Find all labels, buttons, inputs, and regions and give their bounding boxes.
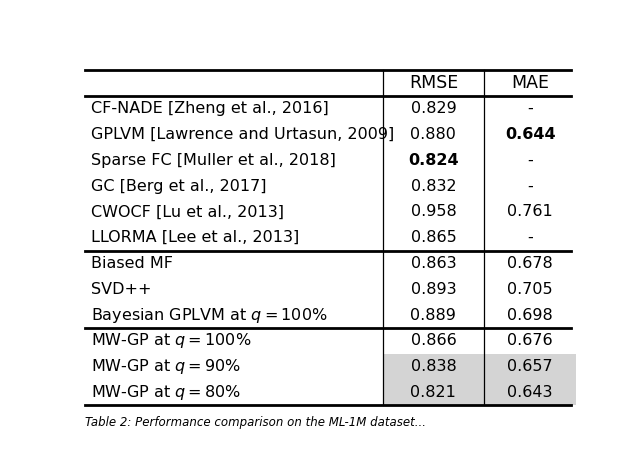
Text: SVD++: SVD++ — [91, 282, 152, 297]
Text: 0.889: 0.889 — [410, 307, 456, 323]
Text: 0.698: 0.698 — [508, 307, 553, 323]
Text: 0.880: 0.880 — [410, 127, 456, 142]
Text: CF-NADE [Zheng et al., 2016]: CF-NADE [Zheng et al., 2016] — [91, 101, 329, 116]
Text: MW-GP at $q = 100\%$: MW-GP at $q = 100\%$ — [91, 331, 252, 350]
Text: 0.866: 0.866 — [410, 333, 456, 348]
Text: -: - — [527, 179, 533, 193]
Text: 0.958: 0.958 — [410, 205, 456, 219]
Text: 0.761: 0.761 — [508, 205, 553, 219]
Text: MW-GP at $q = 90\%$: MW-GP at $q = 90\%$ — [91, 357, 241, 376]
Text: CWOCF [Lu et al., 2013]: CWOCF [Lu et al., 2013] — [91, 205, 284, 219]
Text: 0.676: 0.676 — [508, 333, 553, 348]
Text: 0.863: 0.863 — [411, 256, 456, 271]
Text: 0.705: 0.705 — [508, 282, 553, 297]
Text: Biased MF: Biased MF — [91, 256, 173, 271]
Text: Table 2: Performance comparison on the ML-1M dataset...: Table 2: Performance comparison on the M… — [85, 416, 426, 429]
Text: 0.644: 0.644 — [505, 127, 556, 142]
Text: MW-GP at $q = 80\%$: MW-GP at $q = 80\%$ — [91, 383, 241, 402]
Text: GC [Berg et al., 2017]: GC [Berg et al., 2017] — [91, 179, 266, 193]
Text: 0.865: 0.865 — [410, 230, 456, 245]
Text: Bayesian GPLVM at $q = 100\%$: Bayesian GPLVM at $q = 100\%$ — [91, 306, 328, 325]
Text: GPLVM [Lawrence and Urtasun, 2009]: GPLVM [Lawrence and Urtasun, 2009] — [91, 127, 394, 142]
Text: RMSE: RMSE — [409, 74, 458, 92]
Text: -: - — [527, 153, 533, 168]
Text: 0.821: 0.821 — [410, 385, 456, 400]
Text: 0.657: 0.657 — [508, 359, 553, 374]
Text: -: - — [527, 101, 533, 116]
Text: 0.824: 0.824 — [408, 153, 459, 168]
Text: 0.893: 0.893 — [411, 282, 456, 297]
Text: 0.678: 0.678 — [508, 256, 553, 271]
Text: -: - — [527, 230, 533, 245]
Text: LLORMA [Lee et al., 2013]: LLORMA [Lee et al., 2013] — [91, 230, 299, 245]
Bar — [383, 354, 576, 379]
Text: 0.643: 0.643 — [508, 385, 553, 400]
Text: Sparse FC [Muller et al., 2018]: Sparse FC [Muller et al., 2018] — [91, 153, 336, 168]
Text: 0.838: 0.838 — [410, 359, 456, 374]
Bar — [383, 379, 576, 405]
Text: 0.829: 0.829 — [410, 101, 456, 116]
Text: 0.832: 0.832 — [411, 179, 456, 193]
Text: MAE: MAE — [511, 74, 549, 92]
